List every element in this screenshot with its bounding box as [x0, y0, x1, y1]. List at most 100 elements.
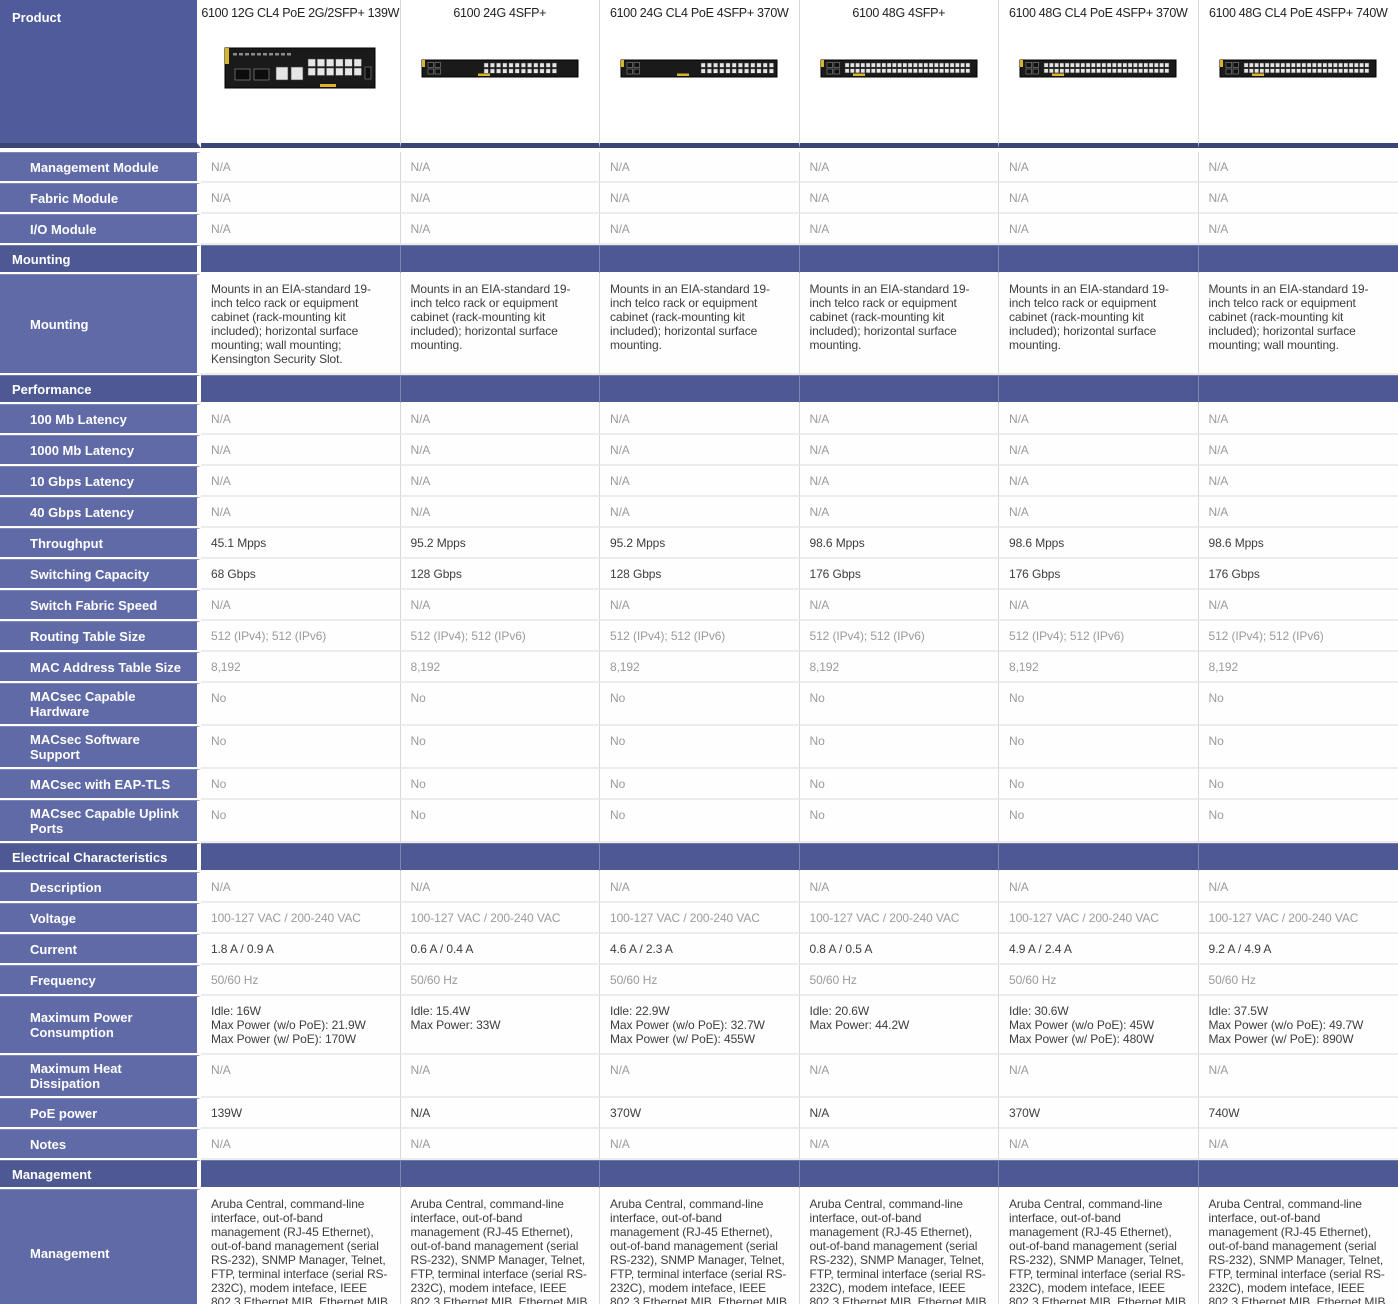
spec-value-cell: No [1198, 683, 1398, 726]
section-header-fill [201, 843, 401, 872]
spec-row: 40 Gbps Latency N/A N/A N/A N/A N/A N/A [0, 497, 1398, 528]
spec-row-label: MACsec Software Support [0, 726, 201, 769]
spec-value-cell: 512 (IPv4); 512 (IPv6) [400, 621, 600, 652]
section-header-fill [600, 843, 800, 872]
spec-value-cell: N/A [999, 590, 1199, 621]
spec-row-label: Switching Capacity [0, 559, 201, 590]
spec-value-cell: Idle: 30.6W Max Power (w/o PoE): 45W Max… [999, 996, 1199, 1055]
section-header-fill [799, 245, 999, 274]
spec-value-cell: N/A [999, 872, 1199, 903]
spec-value-cell: N/A [201, 872, 401, 903]
spec-value-cell: 176 Gbps [799, 559, 999, 590]
spec-value-cell: 370W [600, 1098, 800, 1129]
product-name: 6100 24G CL4 PoE 4SFP+ 370W [610, 6, 789, 20]
spec-value-cell: N/A [600, 152, 800, 183]
section-header-fill [201, 245, 401, 274]
spec-value-cell: 8,192 [1198, 652, 1398, 683]
spec-value-cell: N/A [799, 1129, 999, 1160]
spec-value-cell: 50/60 Hz [799, 965, 999, 996]
section-header-fill [400, 1160, 600, 1189]
spec-value-cell: Mounts in an EIA-standard 19-inch telco … [201, 274, 401, 375]
spec-value-cell: No [999, 683, 1199, 726]
spec-value-cell: Idle: 15.4W Max Power: 33W [400, 996, 600, 1055]
switch-product-image [800, 42, 999, 94]
spec-row-label: I/O Module [0, 214, 201, 245]
spec-value-cell: 9.2 A / 4.9 A [1198, 934, 1398, 965]
spec-value-cell: N/A [600, 404, 800, 435]
spec-value-cell: 512 (IPv4); 512 (IPv6) [1198, 621, 1398, 652]
spec-row: MACsec Capable Hardware No No No No No No [0, 683, 1398, 726]
spec-value-cell: N/A [600, 497, 800, 528]
spec-value-cell: N/A [799, 872, 999, 903]
spec-value-cell: 128 Gbps [600, 559, 800, 590]
table-body: Management Module N/A N/A N/A N/A N/A N/A Fabri… [0, 152, 1398, 1304]
spec-value-cell: N/A [799, 435, 999, 466]
section-header-fill [201, 1160, 401, 1189]
spec-value-cell: N/A [400, 1055, 600, 1098]
spec-value-cell: No [999, 800, 1199, 843]
spec-value-cell: N/A [799, 214, 999, 245]
spec-value-cell: N/A [999, 497, 1199, 528]
spec-value-cell: 512 (IPv4); 512 (IPv6) [799, 621, 999, 652]
spec-value-cell: 100-127 VAC / 200-240 VAC [400, 903, 600, 934]
spec-value-cell: No [799, 726, 999, 769]
section-header-row: Electrical Characteristics [0, 843, 1398, 872]
spec-row-label: 10 Gbps Latency [0, 466, 201, 497]
section-header-fill [999, 375, 1199, 404]
spec-value-cell: N/A [600, 1129, 800, 1160]
spec-value-cell: 370W [999, 1098, 1199, 1129]
spec-value-cell: N/A [201, 1055, 401, 1098]
spec-value-cell: N/A [400, 497, 600, 528]
spec-value-cell: N/A [799, 152, 999, 183]
spec-value-cell: Mounts in an EIA-standard 19-inch telco … [999, 274, 1199, 375]
section-header-fill [201, 375, 401, 404]
spec-value-cell: Mounts in an EIA-standard 19-inch telco … [600, 274, 800, 375]
section-header-fill [1198, 375, 1398, 404]
spec-row-label: 1000 Mb Latency [0, 435, 201, 466]
section-header-fill [1198, 245, 1398, 274]
spec-value-cell: N/A [1198, 404, 1398, 435]
spec-value-cell: 100-127 VAC / 200-240 VAC [999, 903, 1199, 934]
spec-row-label: Routing Table Size [0, 621, 201, 652]
section-header-fill [400, 245, 600, 274]
spec-value-cell: 512 (IPv4); 512 (IPv6) [999, 621, 1199, 652]
spec-row: MAC Address Table Size 8,192 8,192 8,192 8,1… [0, 652, 1398, 683]
spec-value-cell: Mounts in an EIA-standard 19-inch telco … [400, 274, 600, 375]
spec-value-cell: N/A [799, 590, 999, 621]
spec-value-cell: N/A [799, 466, 999, 497]
spec-row-label: Mounting [0, 274, 201, 375]
spec-value-cell: 95.2 Mpps [600, 528, 800, 559]
switch-product-image [401, 42, 600, 94]
section-header-fill [400, 375, 600, 404]
switch-product-image [201, 42, 400, 94]
spec-row-label: MACsec Capable Hardware [0, 683, 201, 726]
spec-value-cell: N/A [201, 183, 401, 214]
spec-value-cell: 8,192 [999, 652, 1199, 683]
spec-value-cell: Aruba Central, command-line interface, o… [600, 1189, 800, 1304]
spec-value-cell: No [799, 769, 999, 800]
spec-value-cell: No [400, 726, 600, 769]
spec-row: Management Aruba Central, command-line in… [0, 1189, 1398, 1304]
spec-value-cell: N/A [400, 404, 600, 435]
spec-row-label: MACsec with EAP-TLS [0, 769, 201, 800]
spec-value-cell: No [600, 800, 800, 843]
spec-value-cell: N/A [999, 214, 1199, 245]
spec-value-cell: N/A [1198, 214, 1398, 245]
spec-value-cell: No [201, 726, 401, 769]
section-header-row: Mounting [0, 245, 1398, 274]
spec-row: I/O Module N/A N/A N/A N/A N/A N/A [0, 214, 1398, 245]
spec-value-cell: N/A [400, 1098, 600, 1129]
spec-value-cell: Idle: 37.5W Max Power (w/o PoE): 49.7W M… [1198, 996, 1398, 1055]
spec-value-cell: No [201, 769, 401, 800]
spec-row-label: Throughput [0, 528, 201, 559]
table-header-row: Product 6100 12G CL4 PoE 2G/2SFP+ 139W 61… [0, 0, 1398, 148]
spec-row: 10 Gbps Latency N/A N/A N/A N/A N/A N/A [0, 466, 1398, 497]
spec-value-cell: N/A [400, 872, 600, 903]
spec-row-label: Maximum Heat Dissipation [0, 1055, 201, 1098]
spec-value-cell: 100-127 VAC / 200-240 VAC [600, 903, 800, 934]
spec-value-cell: No [799, 800, 999, 843]
section-header-fill [600, 375, 800, 404]
spec-row: PoE power 139W N/A 370W N/A 370W 740W [0, 1098, 1398, 1129]
spec-value-cell: N/A [999, 183, 1199, 214]
section-header-fill [999, 245, 1199, 274]
